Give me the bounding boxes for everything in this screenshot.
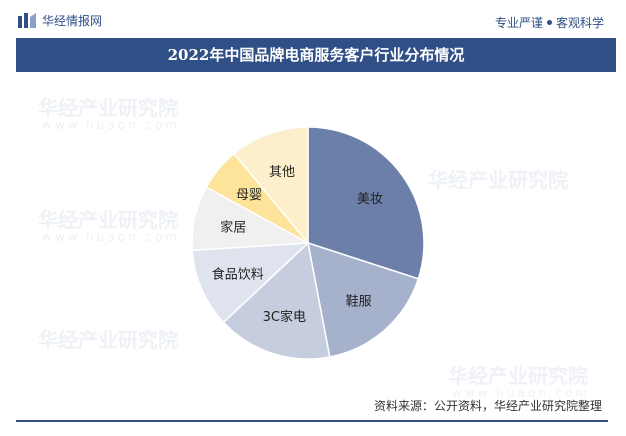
watermark-sub: www.huaon.com [452, 386, 591, 400]
tagline: 专业严谨 客观科学 [495, 14, 604, 31]
title-bar: 2022年中国品牌电商服务客户行业分布情况 [16, 38, 616, 72]
pie-slice-3 [191, 242, 311, 324]
slice-label-3: 食品饮料 [212, 266, 264, 282]
watermark: 华经产业研究院 [428, 168, 568, 192]
pie-slice-1 [307, 241, 420, 358]
tagline-right: 客观科学 [555, 16, 604, 30]
source-note: 资料来源：公开资料，华经产业研究院整理 [373, 399, 602, 413]
chart-frame: 华经产业研究院 www.huaon.com 华经产业研究院 www.huaon.… [8, 4, 616, 428]
watermark: 华经产业研究院 [38, 208, 178, 232]
tagline-left: 专业严谨 [494, 16, 543, 30]
brand-logo: 华经情报网 [18, 12, 102, 29]
dot-icon [546, 20, 552, 25]
header: 华经情报网 专业严谨 客观科学 [8, 10, 616, 32]
watermark: 华经产业研究院 [38, 328, 178, 352]
brand-name: 华经情报网 [42, 14, 103, 28]
bottom-rule [16, 420, 608, 422]
slice-label-6: 其他 [269, 165, 295, 180]
pie-slice-0 [307, 126, 425, 280]
slice-label-1: 鞋服 [346, 293, 372, 309]
pie-slice-6 [233, 126, 309, 246]
slice-label-0: 美妆 [357, 192, 383, 207]
slice-label-2: 3C家电 [263, 309, 306, 325]
pie-slice-2 [222, 241, 331, 360]
watermark: 华经产业研究院 [448, 364, 588, 388]
slice-label-4: 家居 [220, 219, 246, 235]
slice-label-5: 母婴 [236, 188, 262, 203]
brand-logo-icon [18, 12, 36, 28]
watermark: 华经产业研究院 [38, 96, 178, 120]
chart-title: 2022年中国品牌电商服务客户行业分布情况 [167, 46, 465, 64]
watermark-sub: www.huaon.com [42, 230, 181, 244]
watermark-sub: www.huaon.com [42, 118, 181, 132]
